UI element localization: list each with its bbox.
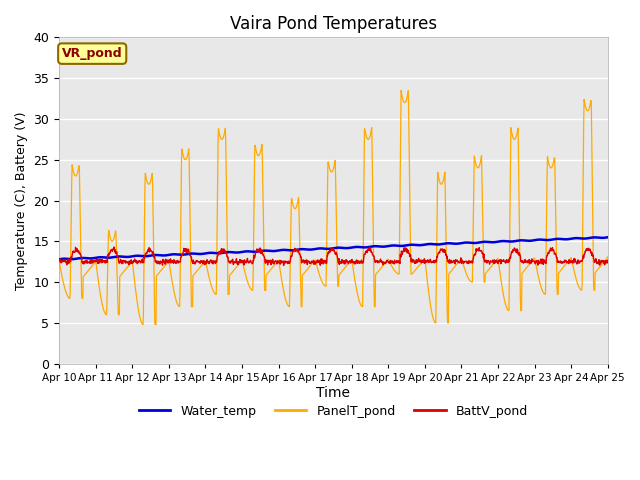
Title: Vaira Pond Temperatures: Vaira Pond Temperatures — [230, 15, 437, 33]
Y-axis label: Temperature (C), Battery (V): Temperature (C), Battery (V) — [15, 111, 28, 290]
X-axis label: Time: Time — [316, 385, 351, 399]
Text: VR_pond: VR_pond — [62, 47, 122, 60]
Legend: Water_temp, PanelT_pond, BattV_pond: Water_temp, PanelT_pond, BattV_pond — [134, 400, 532, 423]
